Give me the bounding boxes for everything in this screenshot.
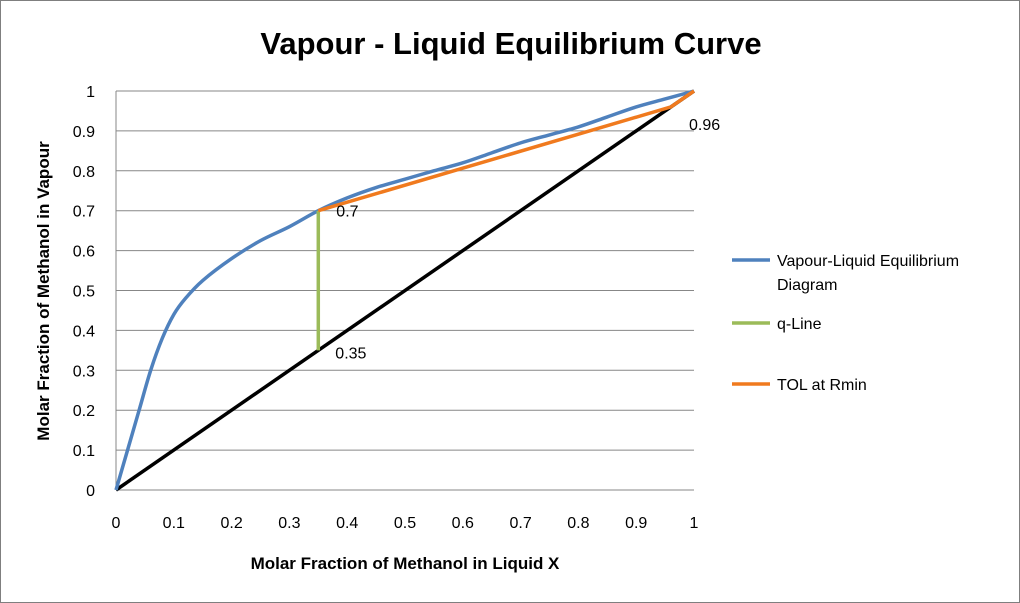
legend-label: Diagram	[777, 277, 837, 294]
x-tick-label: 0.2	[220, 515, 242, 532]
x-tick-label: 1	[690, 515, 699, 532]
legend-item-tol: TOL at Rmin	[732, 377, 867, 394]
y-tick-label: 0	[86, 483, 95, 500]
tick-labels: 0 0.1 0.2 0.3 0.4 0.5 0.6 0.7 0.8 0.9 1 0 0.1 0.2 0.3 0…	[73, 84, 699, 532]
grid-lines	[116, 90, 694, 451]
legend-label: TOL at Rmin	[777, 377, 867, 394]
y-tick-label: 0.2	[73, 403, 95, 420]
x-tick-label: 0.5	[394, 515, 416, 532]
y-tick-label: 0.6	[73, 244, 95, 261]
y-tick-label: 0.4	[73, 323, 95, 340]
x-tick-label: 0.6	[452, 515, 474, 532]
x-tick-label: 0.3	[278, 515, 300, 532]
y-tick-label: 1	[86, 84, 95, 101]
x-tick-label: 0.9	[625, 515, 647, 532]
data-label: 0.7	[336, 204, 358, 221]
axes	[115, 91, 694, 491]
data-label: 0.96	[689, 117, 720, 134]
plot-series	[114, 89, 695, 492]
chart-title: Vapour - Liquid Equilibrium Curve	[260, 26, 761, 61]
x-tick-label: 0	[112, 515, 121, 532]
y-tick-label: 0.9	[73, 124, 95, 141]
legend-label: Vapour-Liquid Equilibrium	[777, 253, 959, 270]
x-tick-label: 0.8	[567, 515, 589, 532]
x-tick-label: 0.7	[509, 515, 531, 532]
data-label: 0.35	[335, 345, 366, 362]
series-vle-curve	[114, 89, 695, 491]
legend-label: q-Line	[777, 316, 822, 333]
series-tol-line	[317, 89, 695, 213]
legend-item-q-line: q-Line	[732, 316, 822, 333]
x-tick-label: 0.1	[163, 515, 185, 532]
data-labels: 0.96 0.7 0.35	[335, 117, 720, 362]
y-axis-title: Molar Fraction of Methanol in Vapour	[34, 141, 53, 441]
y-tick-label: 0.3	[73, 363, 95, 380]
legend: Vapour-Liquid Equilibrium Diagram q-Line TO…	[732, 253, 959, 394]
y-tick-label: 0.1	[73, 443, 95, 460]
legend-item-vle: Vapour-Liquid Equilibrium Diagram	[732, 253, 959, 294]
x-tick-label: 0.4	[336, 515, 358, 532]
y-tick-label: 0.8	[73, 164, 95, 181]
diagonal-line	[115, 89, 695, 492]
x-axis-title: Molar Fraction of Methanol in Liquid X	[251, 554, 560, 573]
y-tick-label: 0.7	[73, 204, 95, 221]
y-tick-label: 0.5	[73, 284, 95, 301]
